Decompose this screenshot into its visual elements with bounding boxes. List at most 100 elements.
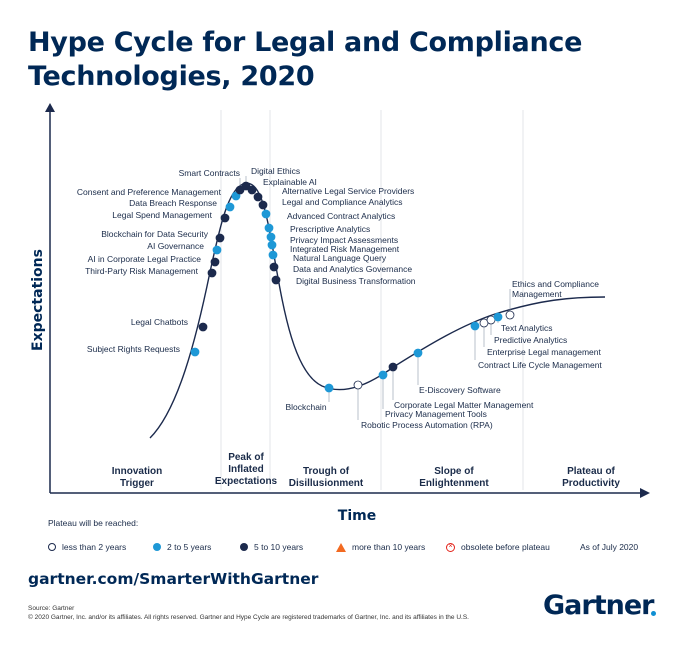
label-ai-in-corporate-legal-practice: AI in Corporate Legal Practice xyxy=(88,254,202,264)
phase-line: Innovation xyxy=(112,466,163,477)
point-prescriptive-analytics xyxy=(264,223,274,233)
point-integrated-risk-management xyxy=(267,240,277,250)
legend-item-more-than-10-years: more than 10 years xyxy=(336,542,425,552)
phase-innovation-trigger: Innovation Trigger xyxy=(112,466,163,489)
phase-line: Slope of xyxy=(434,466,474,477)
legend-swatch xyxy=(336,542,346,552)
label-e-discovery-software: E-Discovery Software xyxy=(419,385,501,395)
technology-labels: Subject Rights Requests Legal Chatbots Thi… xyxy=(77,166,603,430)
phase-dividers xyxy=(220,110,524,490)
phase-line: Productivity xyxy=(562,478,620,489)
label-ethics-and-compliance-management: Ethics and Compliance Management xyxy=(512,279,599,299)
chart-axes xyxy=(45,103,650,498)
phase-line: Enlightenment xyxy=(419,478,489,489)
legend-swatch xyxy=(240,543,248,551)
legend-item-5-to-10-years: 5 to 10 years xyxy=(240,542,303,552)
legend-swatch xyxy=(153,543,161,551)
label-contract-life-cycle-management: Contract Life Cycle Management xyxy=(478,360,602,370)
point-privacy-management-tools xyxy=(378,370,388,380)
point-legal-and-compliance-analytics xyxy=(258,200,268,210)
technology-points xyxy=(190,181,515,393)
label-line-2: Management xyxy=(512,289,562,299)
point-digital-ethics xyxy=(241,181,251,191)
copyright-note: © 2020 Gartner, Inc. and/or its affiliat… xyxy=(28,614,469,621)
point-smart-contracts xyxy=(235,185,245,195)
label-consent-and-preference-management: Consent and Preference Management xyxy=(77,187,222,197)
point-ethics-and-compliance-management xyxy=(505,310,515,320)
point-alternative-legal-service-providers xyxy=(253,192,263,202)
logo-dot xyxy=(651,611,656,616)
x-axis-arrow xyxy=(640,488,650,498)
phase-line: Peak of xyxy=(228,452,264,463)
point-natural-language-query xyxy=(268,250,278,260)
point-blockchain-for-data-security xyxy=(215,233,225,243)
legend-swatch: × xyxy=(446,542,455,552)
phase-line: Trigger xyxy=(120,478,154,489)
point-data-breach-response xyxy=(225,202,235,212)
legend-label: obsolete before plateau xyxy=(461,542,550,552)
legend-item-2-to-5-years: 2 to 5 years xyxy=(153,542,211,552)
footer-url[interactable]: gartner.com/SmarterWithGartner xyxy=(28,570,319,588)
legend-item-obsolete-before-plateau: × obsolete before plateau xyxy=(446,542,550,552)
phase-trough-of-disillusionment: Trough of Disillusionment xyxy=(289,466,364,489)
legend-item-less-than-2-years: less than 2 years xyxy=(48,542,126,552)
label-digital-business-transformation: Digital Business Transformation xyxy=(296,276,416,286)
label-corporate-legal-matter-management: Corporate Legal Matter Management xyxy=(394,400,534,410)
point-robotic-process-automation-rpa xyxy=(353,380,363,390)
point-text-analytics xyxy=(493,312,503,322)
legend-label: 2 to 5 years xyxy=(167,542,212,552)
label-integrated-risk-management: Integrated Risk Management xyxy=(290,244,400,254)
label-privacy-management-tools: Privacy Management Tools xyxy=(385,409,487,419)
point-data-and-analytics-governance xyxy=(269,262,279,272)
label-digital-ethics: Digital Ethics xyxy=(251,166,300,176)
y-axis-title: Expectations xyxy=(30,249,46,351)
label-natural-language-query: Natural Language Query xyxy=(293,253,387,263)
label-blockchain-for-data-security: Blockchain for Data Security xyxy=(101,229,209,239)
label-ai-governance: AI Governance xyxy=(147,241,204,251)
legend-label: 5 to 10 years xyxy=(254,542,304,552)
label-robotic-process-automation-rpa: Robotic Process Automation (RPA) xyxy=(361,420,493,430)
point-legal-chatbots xyxy=(198,322,208,332)
label-blockchain: Blockchain xyxy=(285,402,326,412)
label-data-breach-response: Data Breach Response xyxy=(129,198,217,208)
legend-label: less than 2 years xyxy=(62,542,127,552)
legend-title: Plateau will be reached: xyxy=(48,518,139,528)
point-e-discovery-software xyxy=(413,348,423,358)
phase-line: Inflated xyxy=(228,464,264,475)
label-enterprise-legal-management: Enterprise Legal management xyxy=(487,347,602,357)
phase-labels: Innovation Trigger Peak of Inflated Expectat… xyxy=(112,452,621,489)
label-subject-rights-requests: Subject Rights Requests xyxy=(87,344,180,354)
source-note: Source: Gartner xyxy=(28,605,75,612)
point-consent-and-preference-management xyxy=(231,191,241,201)
hype-curve xyxy=(149,182,606,439)
point-explainable-ai xyxy=(247,185,257,195)
label-text-analytics: Text Analytics xyxy=(501,323,553,333)
point-subject-rights-requests xyxy=(190,347,200,357)
phase-line: Expectations xyxy=(215,476,278,487)
point-digital-business-transformation xyxy=(271,275,281,285)
x-axis-title: Time xyxy=(338,508,376,524)
point-legal-spend-management xyxy=(220,213,230,223)
phase-line: Disillusionment xyxy=(289,478,364,489)
y-axis-arrow xyxy=(45,103,55,112)
phase-line: Plateau of xyxy=(567,466,615,477)
label-legal-and-compliance-analytics: Legal and Compliance Analytics xyxy=(282,197,403,207)
label-smart-contracts: Smart Contracts xyxy=(179,168,240,178)
point-privacy-impact-assessments xyxy=(266,232,276,242)
label-line-1: Ethics and Compliance xyxy=(512,279,599,289)
phase-plateau-of-productivity: Plateau of Productivity xyxy=(562,466,620,489)
label-legal-spend-management: Legal Spend Management xyxy=(112,210,212,220)
point-ai-in-corporate-legal-practice xyxy=(210,257,220,267)
label-third-party-risk-management: Third-Party Risk Management xyxy=(85,266,199,276)
point-blockchain xyxy=(324,383,334,393)
point-third-party-risk-management xyxy=(207,268,217,278)
label-data-and-analytics-governance: Data and Analytics Governance xyxy=(293,264,412,274)
as-of-date: As of July 2020 xyxy=(580,542,639,552)
label-predictive-analytics: Predictive Analytics xyxy=(494,335,567,345)
label-legal-chatbots: Legal Chatbots xyxy=(131,317,188,327)
label-explainable-ai: Explainable AI xyxy=(263,177,317,187)
point-corporate-legal-matter-management xyxy=(388,362,398,372)
point-advanced-contract-analytics xyxy=(261,209,271,219)
